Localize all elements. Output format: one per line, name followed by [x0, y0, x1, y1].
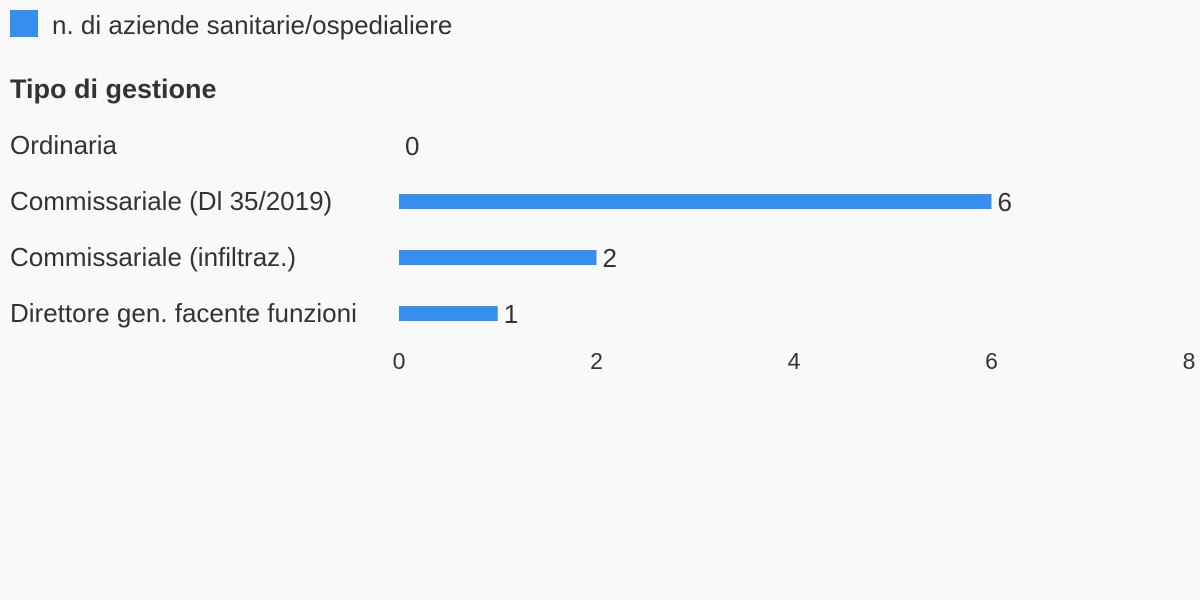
category-label: Commissariale (infiltraz.) [10, 242, 296, 272]
legend-swatch [10, 10, 38, 37]
category-label: Ordinaria [10, 130, 117, 160]
x-tick-label: 6 [985, 348, 998, 374]
x-tick-label: 8 [1183, 348, 1196, 374]
x-tick-label: 4 [788, 348, 801, 374]
value-label: 1 [504, 299, 518, 329]
bar [399, 250, 597, 265]
value-label: 2 [603, 243, 617, 273]
value-label: 0 [405, 131, 419, 161]
category-label: Commissariale (Dl 35/2019) [10, 186, 332, 216]
bar [399, 306, 498, 321]
value-label: 6 [998, 187, 1012, 217]
category-header: Tipo di gestione [10, 74, 217, 104]
category-label: Direttore gen. facente funzioni [10, 298, 357, 328]
x-tick-label: 2 [590, 348, 603, 374]
x-tick-label: 0 [393, 348, 406, 374]
bar [399, 194, 992, 209]
legend-label: n. di aziende sanitarie/ospedialiere [52, 10, 452, 40]
